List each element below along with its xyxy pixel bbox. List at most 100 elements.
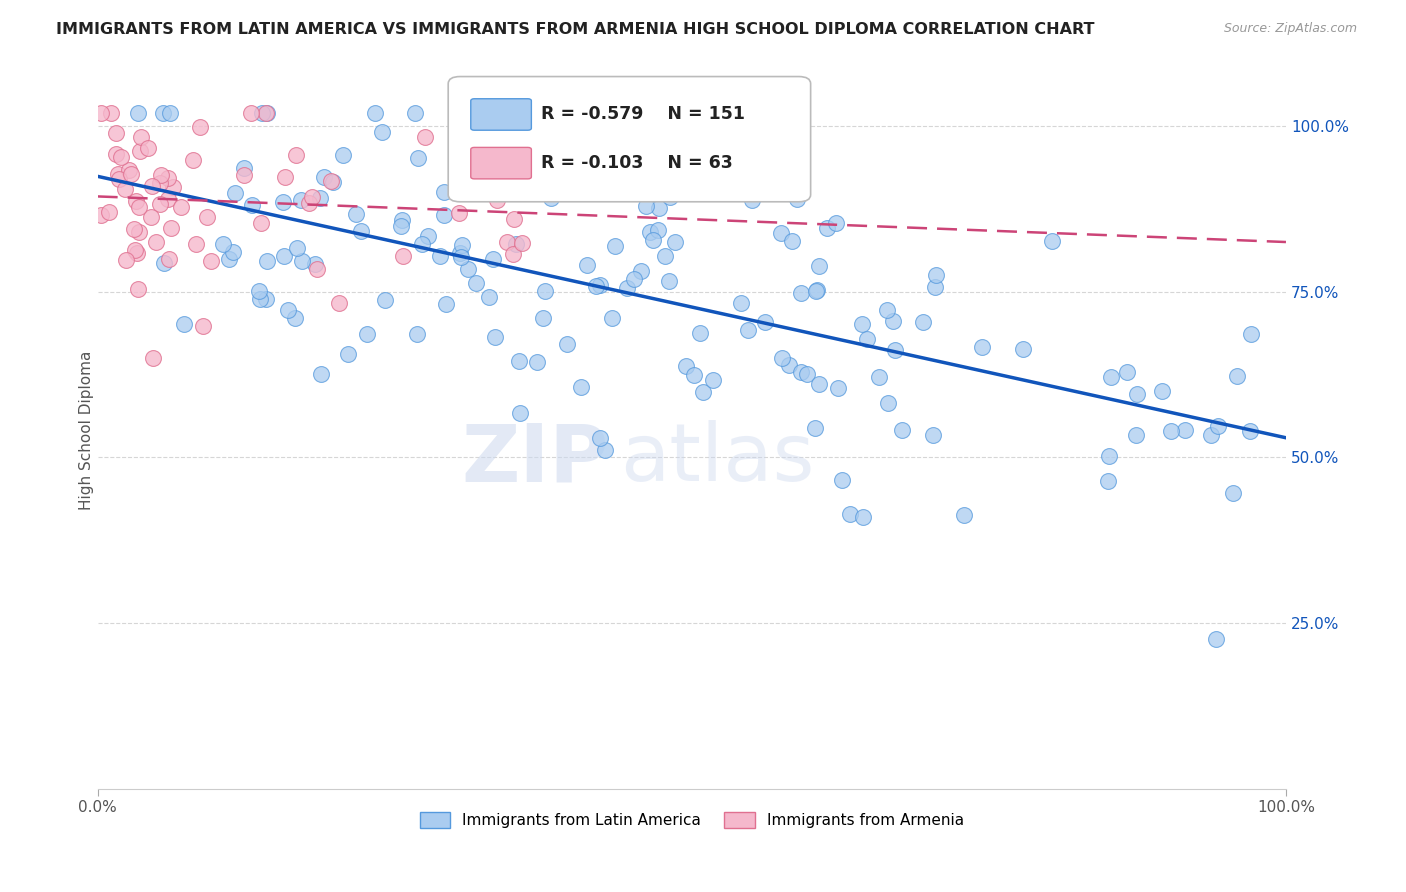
Point (389, 219, 412, 233)
Point (321, 173, 343, 187)
Point (107, 171, 129, 186)
Point (127, 282, 149, 296)
Point (434, 297, 457, 311)
Point (1239, 424, 1261, 438)
Point (328, 295, 350, 310)
Point (502, 211, 524, 226)
Point (125, 194, 148, 208)
Point (129, 130, 152, 145)
Point (627, 160, 650, 174)
Point (804, 284, 827, 298)
Point (284, 311, 307, 326)
Point (540, 191, 562, 205)
Point (285, 147, 308, 161)
Point (90, 105, 112, 120)
Point (433, 185, 456, 199)
Point (195, 211, 218, 225)
Point (852, 510, 875, 524)
Point (314, 169, 336, 184)
Point (647, 223, 669, 237)
Point (502, 247, 524, 261)
Point (526, 355, 548, 369)
Point (890, 423, 912, 437)
Point (1222, 485, 1244, 500)
Point (1152, 384, 1174, 398)
Point (623, 272, 645, 286)
Point (149, 197, 172, 211)
Point (730, 296, 752, 310)
Point (411, 236, 433, 251)
Point (136, 141, 159, 155)
Point (630, 264, 652, 278)
Point (659, 190, 682, 204)
Point (654, 249, 676, 263)
Point (254, 292, 277, 306)
Point (595, 443, 617, 458)
Text: IMMIGRANTS FROM LATIN AMERICA VS IMMIGRANTS FROM ARMENIA HIGH SCHOOL DIPLOMA COR: IMMIGRANTS FROM LATIN AMERICA VS IMMIGRA… (56, 22, 1095, 37)
Point (127, 105, 149, 120)
Point (124, 221, 146, 235)
Point (149, 176, 172, 190)
Text: R = -0.579    N = 151: R = -0.579 N = 151 (541, 105, 745, 123)
Point (124, 243, 146, 257)
Point (1226, 368, 1249, 383)
Point (692, 384, 714, 399)
Point (364, 105, 387, 120)
Point (508, 353, 530, 368)
Point (224, 186, 246, 200)
Point (839, 507, 862, 521)
Point (806, 284, 828, 298)
Point (200, 254, 222, 268)
Point (911, 315, 934, 329)
Point (105, 126, 128, 140)
Point (247, 284, 270, 298)
Point (588, 431, 610, 445)
Text: Source: ZipAtlas.com: Source: ZipAtlas.com (1223, 22, 1357, 36)
Point (505, 237, 527, 252)
Text: R = -0.103    N = 63: R = -0.103 N = 63 (541, 154, 733, 172)
Point (501, 165, 523, 179)
Point (786, 192, 808, 206)
Point (370, 125, 392, 139)
Point (770, 351, 793, 365)
Point (1201, 427, 1223, 442)
Point (815, 220, 838, 235)
Y-axis label: High School Diploma: High School Diploma (79, 351, 94, 510)
Point (600, 310, 623, 325)
Point (484, 330, 506, 344)
Point (114, 252, 136, 267)
Point (481, 153, 503, 168)
Point (169, 200, 191, 214)
Point (152, 105, 174, 120)
Point (702, 373, 724, 387)
Point (256, 253, 278, 268)
Point (250, 216, 273, 230)
Point (433, 207, 456, 221)
Point (638, 225, 661, 239)
Point (254, 105, 277, 120)
Point (344, 207, 367, 221)
Point (232, 161, 254, 176)
Point (128, 200, 150, 214)
Point (1098, 450, 1121, 464)
Point (309, 367, 332, 381)
Point (449, 146, 471, 161)
Point (450, 250, 472, 264)
Point (1205, 632, 1227, 646)
Point (145, 235, 167, 249)
Point (741, 194, 763, 208)
Point (509, 406, 531, 420)
FancyBboxPatch shape (471, 147, 531, 179)
Point (510, 236, 533, 251)
Point (156, 171, 179, 186)
Point (737, 323, 759, 337)
Point (683, 368, 706, 383)
Point (298, 196, 321, 211)
Point (1174, 423, 1197, 437)
Point (876, 303, 898, 318)
Point (222, 244, 245, 259)
Point (307, 262, 329, 277)
Point (831, 473, 853, 487)
Point (796, 368, 818, 382)
Point (233, 169, 256, 183)
